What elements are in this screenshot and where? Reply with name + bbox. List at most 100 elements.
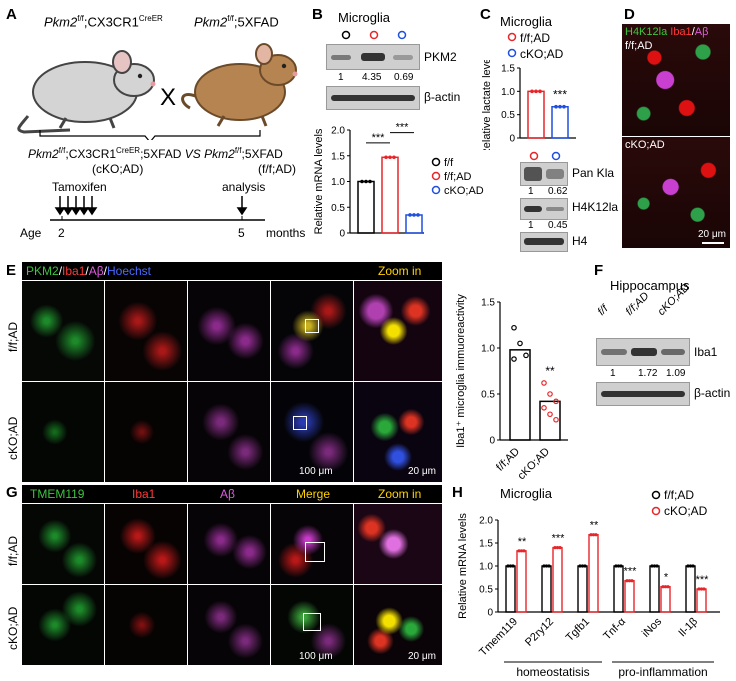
pkm2-label: PKM2: [424, 50, 457, 64]
iba1-label: Iba1: [694, 345, 718, 359]
panel-f-title: Hippocampus: [610, 278, 690, 293]
h-point: [547, 564, 551, 568]
h-point: [589, 533, 593, 537]
mice-illustration: X: [17, 43, 298, 140]
age-2-label: 2: [58, 226, 65, 240]
e-img-r1-c3: [188, 281, 270, 381]
pkm2-quant-2: 4.35: [362, 72, 382, 83]
h-sig: ***: [552, 533, 566, 545]
h4k12la-quant-2: 0.45: [548, 220, 568, 231]
legend-h-ko: cKO;AD: [664, 504, 708, 518]
panel-label-f: F: [594, 262, 604, 279]
h-bar: [516, 550, 527, 613]
c-point: [554, 104, 558, 109]
b-legend-marker: [431, 185, 441, 195]
b-legend-label: f/f: [444, 157, 454, 169]
g-img-r2-c1: [22, 585, 104, 665]
h-point: [702, 587, 706, 591]
h-x-tick-label: P2ry12: [523, 616, 556, 649]
g-img-r1-c1: [22, 504, 104, 584]
g-img-r2-c3: [188, 585, 270, 665]
panel-label-c: C: [480, 6, 491, 23]
d-image-top: H4K12la Iba1/Aβ f/f;AD: [622, 24, 730, 136]
pankla-blot: [520, 162, 568, 186]
h-y-tick-label: 2.0: [479, 516, 493, 527]
chart-e: 0 0.5 1.0 1.5 Iba1⁺ microglia immuoreactivit…: [455, 294, 568, 482]
f-group-1: f/f: [595, 303, 611, 318]
h-bar: [588, 534, 599, 613]
g-img-r1-c4: [271, 504, 353, 584]
g-col-1: TMEM119: [30, 487, 85, 501]
ko-group-label: (cKO;AD): [92, 162, 144, 176]
c-bar: [551, 105, 569, 139]
cross-brace: [39, 130, 261, 140]
h-sig: **: [590, 520, 599, 532]
b-y-tick-label: 1.5: [331, 151, 345, 162]
g-img-r2-zoom: 20 μm: [354, 585, 442, 665]
b-y-tick-label: 2.0: [331, 126, 345, 137]
h4k12la-quant-1: 1: [528, 220, 534, 231]
e-point: [547, 411, 553, 418]
b-point: [392, 155, 396, 160]
e-sig: **: [545, 364, 555, 378]
iba1-quant-1: 1: [610, 368, 616, 379]
analysis-label: analysis: [222, 180, 266, 194]
h-point: [697, 587, 701, 591]
h-bar: [649, 565, 660, 613]
e-img-r1-c2: [105, 281, 187, 381]
e-img-r2-c2: [105, 382, 187, 482]
b-y-label: Relative mRNA levels: [313, 128, 325, 234]
brown-mouse-icon: [181, 43, 298, 127]
panel-label-g: G: [6, 484, 18, 501]
h-point: [650, 564, 654, 568]
d-scale-bar: 20 μm: [698, 229, 726, 240]
g-img-r1-zoom: [354, 504, 442, 584]
chart-h: 0 0.5 1.0 1.5 2.0 Relative mRNA levels ** Tmem1…: [457, 513, 720, 679]
b-point: [384, 155, 388, 160]
g-scale-1: 100 μm: [299, 651, 333, 662]
g-img-r1-c2: [105, 504, 187, 584]
f-group-2: f/f;AD: [623, 290, 652, 318]
c-y-tick-label: 0.5: [501, 110, 515, 121]
age-label: Age: [20, 226, 42, 240]
panel-b-legend-circles: [341, 30, 407, 40]
h-bar: [685, 565, 696, 613]
h-point: [553, 546, 557, 550]
actin-blot-f: [596, 382, 690, 406]
c-y-tick-label: 1.0: [501, 87, 515, 98]
b-point: [368, 179, 372, 184]
e-y-tick-label: 1.5: [481, 298, 495, 309]
e-img-r2-c1: [22, 382, 104, 482]
c-point: [530, 89, 534, 94]
e-scale-1: 100 μm: [299, 466, 333, 477]
e-point: [511, 356, 517, 362]
g-row-1-label: f/f;AD: [6, 535, 20, 566]
b-point: [364, 179, 368, 184]
legend-c-ko: cKO;AD: [520, 47, 564, 61]
age-5-label: 5: [238, 226, 245, 240]
h-point: [506, 564, 510, 568]
b-y-tick-label: 1.0: [331, 177, 345, 188]
h-sig: ***: [696, 574, 710, 586]
h-bar: [660, 585, 671, 613]
panel-c-legend: [507, 32, 517, 58]
h-point: [655, 564, 659, 568]
h-point: [578, 564, 582, 568]
h4k12la-blot: [520, 198, 568, 220]
h-point: [663, 585, 668, 589]
g-col-2: Iba1: [132, 487, 156, 501]
h4-label: H4: [572, 234, 588, 248]
e-y-tick-label: 1.0: [481, 344, 495, 355]
pkm2-blot: [326, 44, 420, 70]
panel-h-title: Microglia: [500, 486, 553, 501]
h-sig: *: [664, 572, 669, 584]
timeline: [50, 196, 265, 221]
h-bar: [624, 580, 635, 613]
b-point: [408, 213, 412, 217]
e-y-tick-label: 0.5: [481, 390, 495, 401]
mouse-left-genotype: Pkm2f/f;CX3CR1CreER: [44, 14, 163, 30]
h-point: [688, 564, 693, 568]
c-y-tick-label: 0: [509, 134, 515, 145]
panel-c-blot-legend: [529, 151, 561, 161]
panel-label-a: A: [6, 6, 17, 23]
